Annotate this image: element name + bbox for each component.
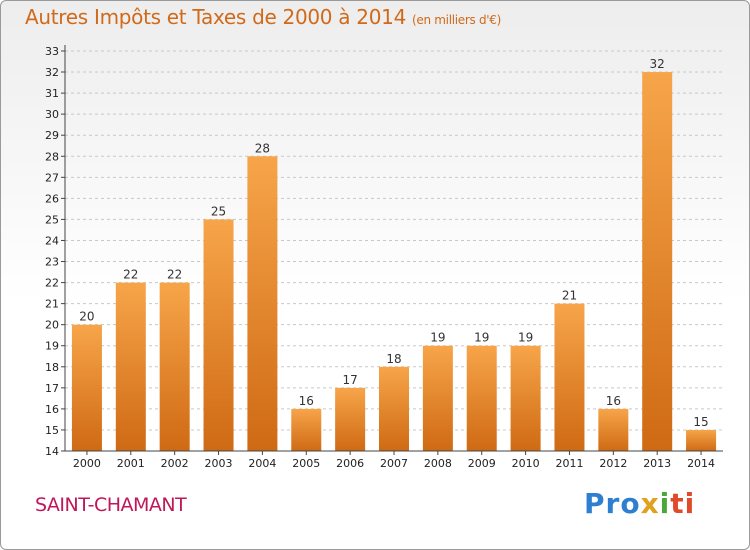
y-tick-label: 21 <box>45 298 59 311</box>
x-tick-label: 2000 <box>73 457 101 470</box>
bar <box>686 429 717 451</box>
x-tick-label: 2002 <box>161 457 189 470</box>
data-label: 19 <box>518 331 533 345</box>
bar <box>71 324 102 451</box>
chart-title: Autres Impôts et Taxes de 2000 à 2014 (en… <box>25 5 501 29</box>
data-label: 16 <box>606 394 621 408</box>
data-label: 28 <box>255 141 270 155</box>
bar <box>598 408 629 451</box>
logo-part-3: i <box>659 487 671 520</box>
x-axis: 2000 2001 2002 2003 2004 2005 2006 2007 2008 2009… <box>65 450 723 470</box>
data-label: 20 <box>79 310 94 324</box>
x-tick-label: 2013 <box>643 457 671 470</box>
data-label: 15 <box>693 415 708 429</box>
y-tick-label: 26 <box>45 192 59 205</box>
bar <box>291 408 322 451</box>
logo-part-1: Pro <box>584 487 641 520</box>
y-tick-label: 32 <box>45 66 59 79</box>
data-label: 19 <box>430 331 445 345</box>
y-tick-label: 23 <box>45 256 59 269</box>
bar <box>247 156 278 451</box>
bar <box>510 345 541 451</box>
y-tick-label: 25 <box>45 213 59 226</box>
x-tick-label: 2006 <box>336 457 364 470</box>
y-tick-label: 28 <box>45 150 59 163</box>
x-tick-label: 2012 <box>599 457 627 470</box>
y-tick-label: 27 <box>45 171 59 184</box>
bar <box>203 219 234 451</box>
bar <box>115 282 146 451</box>
y-tick-label: 16 <box>45 403 59 416</box>
bar <box>335 387 366 451</box>
y-tick-label: 22 <box>45 277 59 290</box>
x-tick-label: 2007 <box>380 457 408 470</box>
bar <box>379 366 409 451</box>
data-label: 25 <box>211 204 226 218</box>
y-tick-label: 14 <box>45 445 59 458</box>
y-tick-label: 15 <box>45 424 59 437</box>
logo-part-4: ti <box>670 487 696 520</box>
commune-name: SAINT-CHAMANT <box>35 494 187 516</box>
x-tick-label: 2009 <box>468 457 496 470</box>
y-tick-label: 31 <box>45 87 59 100</box>
data-label: 22 <box>123 268 138 282</box>
y-axis: 14 15 16 17 18 19 20 21 22 23 24 25 26 27 28 29 30 31 32 33 <box>45 45 66 458</box>
logo-part-2: x <box>640 487 660 520</box>
x-tick-label: 2008 <box>424 457 452 470</box>
bar <box>422 345 453 451</box>
data-label: 16 <box>299 394 314 408</box>
proxiti-logo: Proxiti <box>584 487 695 520</box>
bar <box>159 282 190 451</box>
data-label: 21 <box>562 289 577 303</box>
bar <box>554 303 585 451</box>
x-tick-label: 2001 <box>117 457 145 470</box>
data-label: 18 <box>386 352 401 366</box>
x-tick-label: 2010 <box>512 457 540 470</box>
y-tick-label: 17 <box>45 382 59 395</box>
bar <box>466 345 497 451</box>
x-tick-label: 2004 <box>248 457 276 470</box>
bar <box>642 72 673 451</box>
data-label: 32 <box>650 57 665 71</box>
x-tick-label: 2011 <box>555 457 583 470</box>
y-tick-label: 19 <box>45 340 59 353</box>
title-text: Autres Impôts et Taxes de 2000 à 2014 <box>25 5 406 29</box>
y-tick-label: 18 <box>45 361 59 374</box>
y-tick-label: 29 <box>45 129 59 142</box>
x-tick-label: 2003 <box>205 457 233 470</box>
y-tick-label: 20 <box>45 319 59 332</box>
x-tick-label: 2005 <box>292 457 320 470</box>
bars: 20 22 22 25 28 16 17 18 19 19 19 21 16 32 15 <box>71 57 717 451</box>
y-tick-label: 30 <box>45 108 59 121</box>
data-label: 19 <box>474 331 489 345</box>
data-label: 22 <box>167 268 182 282</box>
x-tick-label: 2014 <box>687 457 715 470</box>
y-tick-label: 24 <box>45 234 59 247</box>
y-tick-label: 33 <box>45 45 59 58</box>
unit-label: (en milliers d'€) <box>412 13 502 27</box>
data-label: 17 <box>342 373 357 387</box>
